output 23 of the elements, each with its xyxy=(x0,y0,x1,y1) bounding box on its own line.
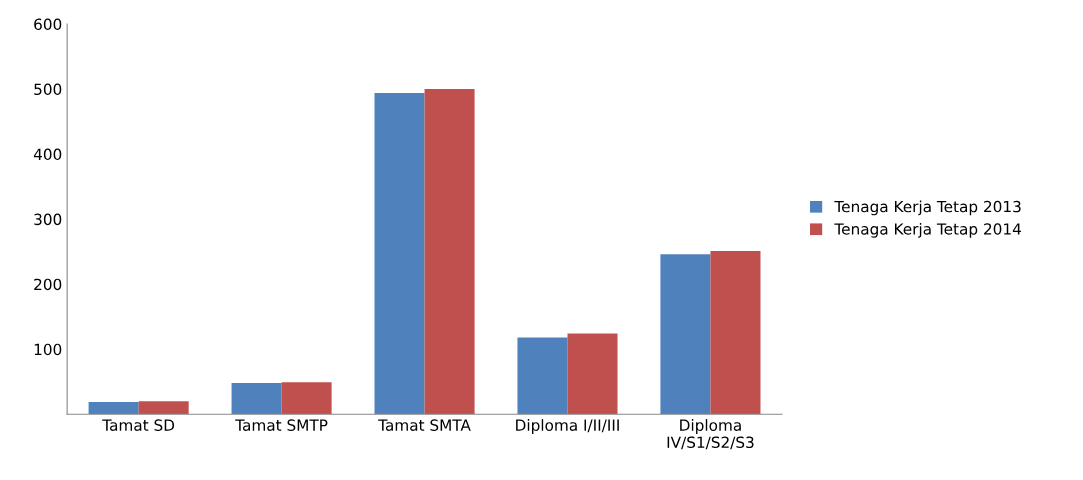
x-tick-label: Diploma IV/S1/S2/S3 xyxy=(667,419,754,450)
bar xyxy=(374,92,425,415)
bar xyxy=(231,383,282,415)
legend-label: Tenaga Kerja Tetap 2013 xyxy=(834,200,1021,216)
bar xyxy=(567,333,618,415)
legend-label: Tenaga Kerja Tetap 2014 xyxy=(834,222,1021,238)
bar xyxy=(517,337,568,415)
y-tick-label: 200 xyxy=(34,278,62,291)
y-tick-label: 600 xyxy=(34,18,62,31)
bar xyxy=(88,401,139,415)
bar xyxy=(138,401,189,415)
y-tick-label: 400 xyxy=(33,148,62,161)
x-tick-label: Tamat SMTP xyxy=(235,419,328,431)
bar xyxy=(660,254,711,415)
x-tick-label: Diploma I/II/III xyxy=(516,419,619,434)
bar xyxy=(281,382,332,415)
bar xyxy=(710,250,761,415)
y-tick-label: 500 xyxy=(34,83,62,96)
x-tick-label: Tamat SMTA xyxy=(378,419,471,431)
y-tick-label: 100 xyxy=(34,343,62,356)
bar xyxy=(424,89,475,415)
y-tick-label: 300 xyxy=(34,213,62,226)
x-tick-label: Tamat SD xyxy=(102,419,175,431)
